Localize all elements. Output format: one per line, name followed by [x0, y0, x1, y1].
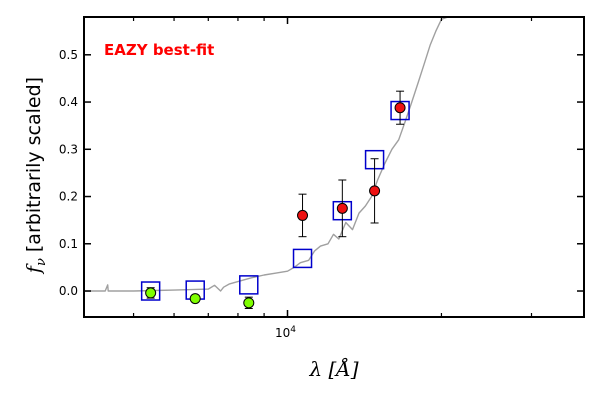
y-tick-label: 0.3	[59, 142, 78, 156]
y-tick-label: 0.5	[59, 48, 78, 62]
x-tick-label: 104	[275, 325, 296, 340]
observed-flux-point	[369, 185, 381, 197]
observed-flux-point	[243, 297, 255, 309]
observed-flux-point	[145, 287, 157, 299]
model-flux-square	[140, 281, 161, 301]
plot-layer	[84, 17, 453, 309]
model-flux-square	[292, 248, 313, 269]
model-flux-square	[239, 275, 259, 295]
observed-flux-point	[394, 102, 406, 114]
y-tick-label: 0.0	[59, 284, 78, 298]
y-tick-label: 0.4	[59, 95, 78, 109]
plot-frame	[83, 16, 585, 318]
x-axis-label: λ [Å]	[308, 356, 358, 381]
tick-layer: 0.0 0.1 0.2 0.3 0.4 0.5 104	[59, 17, 584, 340]
observed-flux-point	[297, 209, 309, 221]
observed-flux-point	[189, 293, 201, 305]
y-tick-label: 0.2	[59, 190, 78, 204]
y-axis-label-text: fν [arbitrarily scaled]	[23, 77, 49, 275]
y-tick-label: 0.1	[59, 237, 78, 251]
observed-flux-point	[336, 202, 348, 214]
annotation-label: EAZY best-fit	[104, 41, 214, 59]
plot-area	[84, 17, 453, 309]
y-axis-label: fν [arbitrarily scaled]	[23, 77, 49, 275]
